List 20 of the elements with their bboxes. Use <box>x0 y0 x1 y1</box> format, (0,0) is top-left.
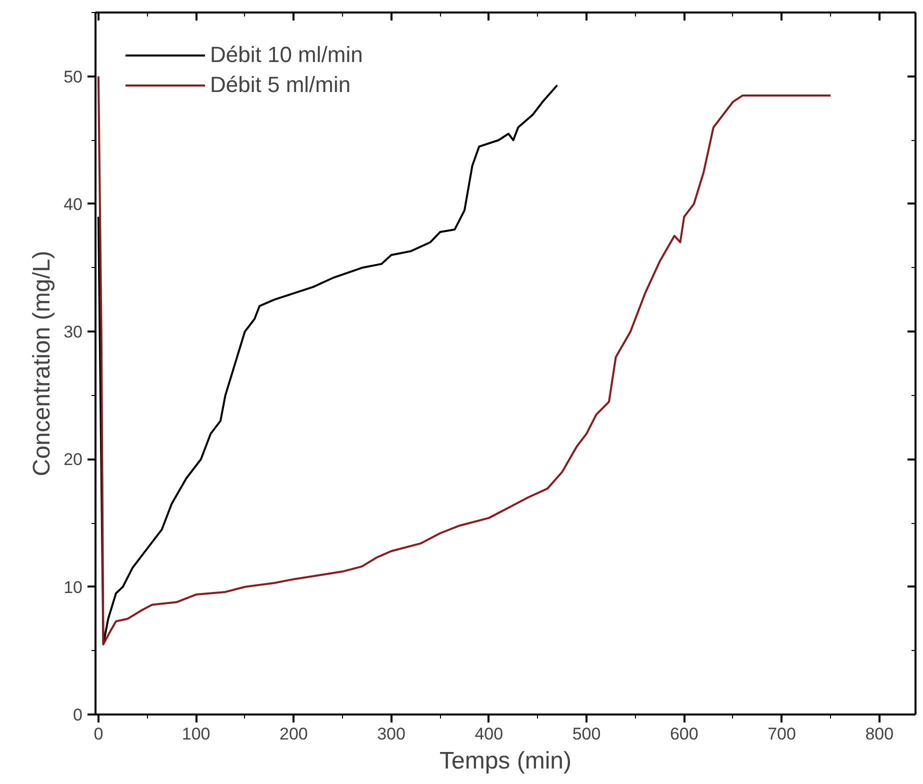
y-tick-label: 0 <box>73 706 83 724</box>
x-tick-label: 400 <box>474 724 504 744</box>
legend-label: Débit 5 ml/min <box>210 72 351 98</box>
y-tick-label: 30 <box>64 322 83 342</box>
x-tick-label: 100 <box>182 724 210 744</box>
y-tick-label: 10 <box>64 578 83 597</box>
x-tick-label: 500 <box>572 724 601 744</box>
x-tick-label: 300 <box>377 724 406 744</box>
x-tick-label: 0 <box>94 724 104 744</box>
y-tick-label: 40 <box>64 194 83 214</box>
y-axis-title: Concentration (mg/L) <box>28 250 56 476</box>
y-tick-label: 20 <box>64 450 83 470</box>
x-tick-label: 200 <box>279 724 308 744</box>
y-tick-label: 50 <box>64 67 83 86</box>
line-series <box>97 75 832 646</box>
x-axis-title: Temps (min) <box>439 748 572 774</box>
x-tick-label: 800 <box>865 724 894 744</box>
x-tick-label: 700 <box>768 724 796 744</box>
legend-label: Débit 10 ml/min <box>210 42 363 68</box>
x-tick-label: 600 <box>670 724 698 744</box>
